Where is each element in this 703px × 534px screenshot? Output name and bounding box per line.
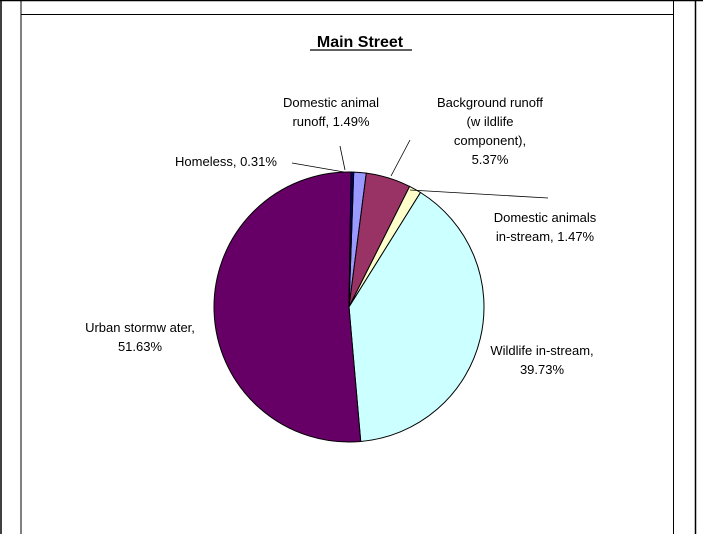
slice-label-line: Domestic animals	[494, 210, 597, 225]
slice-label-2: Domestic animals in-stream, 1.47%	[494, 210, 597, 244]
pie-slice-3	[348, 191, 485, 443]
slice-label-1: Background runoff (w ildlife component), 5.…	[437, 95, 543, 167]
leader-line-0	[339, 145, 346, 171]
slice-label-line: runoff, 1.49%	[292, 114, 370, 129]
leader-line-2	[409, 189, 549, 199]
slice-label-line: component),	[454, 133, 526, 148]
slice-label-0: Domestic animal runoff, 1.49%	[283, 95, 379, 129]
slice-label-line: in-stream, 1.47%	[496, 229, 595, 244]
slice-label-line: (w ildlife	[467, 114, 514, 129]
slice-labels: Domestic animal runoff, 1.49% Background r…	[85, 95, 597, 377]
slice-label-line: Wildlife in-stream,	[490, 343, 593, 358]
slice-label-3: Wildlife in-stream, 39.73%	[490, 343, 593, 377]
slice-label-line: Urban stormw ater,	[85, 320, 195, 335]
leader-lines	[291, 139, 549, 199]
slice-label-line: Background runoff	[437, 95, 543, 110]
slice-label-5: Homeless, 0.31%	[175, 154, 277, 169]
slice-label-line: Domestic animal	[283, 95, 379, 110]
chart-title: Main Street	[317, 34, 404, 51]
slice-label-line: Homeless, 0.31%	[175, 154, 277, 169]
pie-slices	[213, 171, 485, 443]
slice-label-line: 51.63%	[118, 339, 163, 354]
pie-slice-4	[213, 171, 362, 443]
slice-label-line: 39.73%	[520, 362, 565, 377]
pie-slice-5	[348, 171, 355, 308]
leader-line-5	[291, 162, 345, 173]
slice-label-line: 5.37%	[472, 152, 509, 167]
leader-line-1	[390, 139, 411, 177]
slice-label-4: Urban stormw ater, 51.63%	[85, 320, 195, 354]
